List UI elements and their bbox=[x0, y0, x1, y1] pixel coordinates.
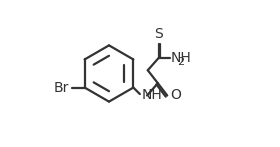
Text: 2: 2 bbox=[178, 57, 185, 67]
Text: NH: NH bbox=[171, 51, 192, 65]
Text: O: O bbox=[170, 88, 181, 102]
Text: Br: Br bbox=[53, 81, 69, 95]
Text: S: S bbox=[154, 27, 163, 41]
Text: NH: NH bbox=[141, 88, 162, 102]
